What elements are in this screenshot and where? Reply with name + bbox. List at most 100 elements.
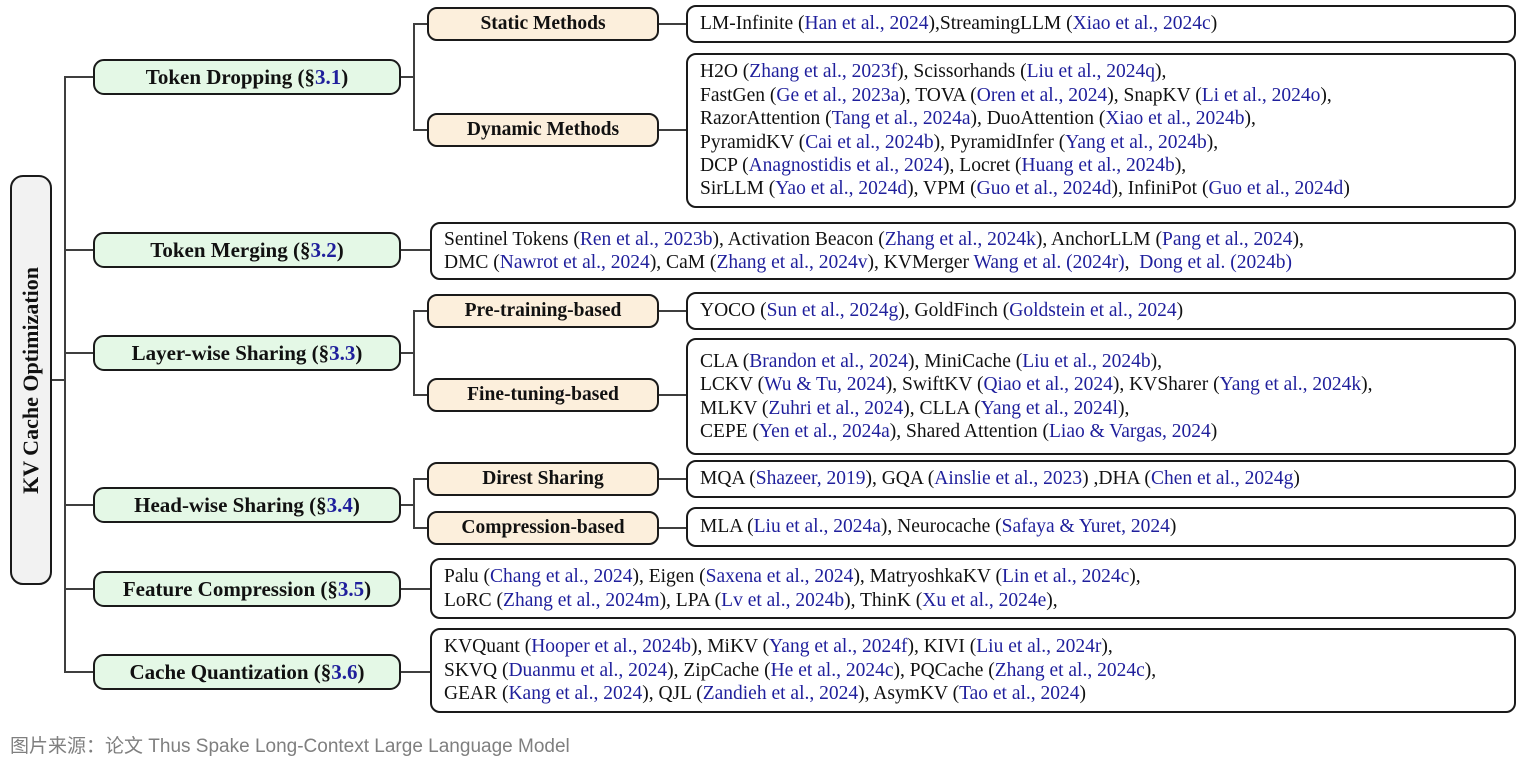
- connector-compression-leaf: [659, 527, 686, 529]
- connector-hs-compression: [413, 527, 427, 529]
- citation: Anagnostidis et al., 2024: [748, 154, 944, 176]
- leaf-box-direst-sharing: MQA (Shazeer, 2019), GQA (Ainslie et al.…: [686, 460, 1516, 498]
- citation: Zhang et al., 2024c: [994, 659, 1145, 681]
- subcategory-label: Fine-tuning-based: [467, 384, 619, 405]
- branch-box-token-dropping: Token Dropping (§ 3.1): [93, 59, 401, 95]
- section-number: 3.5: [337, 576, 365, 601]
- connector-branch-2: [64, 249, 93, 251]
- connector-branch-1: [64, 76, 93, 78]
- connector-direst-leaf: [659, 478, 686, 480]
- branch-label: Layer-wise Sharing (§: [131, 340, 330, 365]
- branch-box-feature-compression: Feature Compression (§ 3.5): [93, 571, 401, 607]
- section-number: 3.6: [331, 659, 358, 684]
- leaf-text-line: Palu (Chang et al., 2024), Eigen (Saxena…: [444, 566, 1141, 588]
- leaf-text-line: H2O (Zhang et al., 2023f), Scissorhands …: [700, 61, 1167, 83]
- branch-box-head-wise-sharing: Head-wise Sharing (§ 3.4): [93, 487, 401, 523]
- connector-hs-out: [401, 504, 415, 506]
- citation: Liao & Vargas, 2024: [1048, 420, 1211, 442]
- leaf-text-line: LM-Infinite (Han et al., 2024),Streaming…: [700, 13, 1218, 35]
- connector-branch-4: [64, 504, 93, 506]
- citation: Han et al., 2024: [804, 13, 929, 35]
- leaf-text-line: LoRC (Zhang et al., 2024m), LPA (Lv et a…: [444, 589, 1058, 611]
- branch-label-suffix: ): [352, 492, 360, 517]
- leaf-box-pre-training-based: YOCO (Sun et al., 2024g), GoldFinch (Gol…: [686, 292, 1516, 330]
- citation: Safaya & Yuret, 2024: [1001, 516, 1170, 538]
- leaf-box-cache-quantization: KVQuant (Hooper et al., 2024b), MiKV (Ya…: [430, 628, 1516, 713]
- citation: Qiao et al., 2024: [983, 374, 1113, 396]
- branch-label: Head-wise Sharing (§: [134, 492, 327, 517]
- leaf-box-feature-compression: Palu (Chang et al., 2024), Eigen (Saxena…: [430, 558, 1516, 619]
- leaf-text-line: SirLLM (Yao et al., 2024d), VPM (Guo et …: [700, 178, 1350, 200]
- branch-label-suffix: ): [364, 576, 372, 601]
- leaf-text-line: GEAR (Kang et al., 2024), QJL (Zandieh e…: [444, 683, 1087, 705]
- citation: Li et al., 2024o: [1201, 84, 1321, 106]
- section-number: 3.3: [329, 340, 356, 365]
- citation: Chang et al., 2024: [490, 566, 633, 588]
- citation: Liu et al., 2024b: [1022, 350, 1151, 372]
- subcategory-box-pre-training-based: Pre-training-based: [427, 294, 659, 328]
- citation: Zhang et al., 2023f: [749, 61, 898, 83]
- citation: He et al., 2024c: [770, 659, 894, 681]
- leaf-text-line: KVQuant (Hooper et al., 2024b), MiKV (Ya…: [444, 636, 1113, 658]
- citation: Guo et al., 2024d: [976, 178, 1112, 200]
- leaf-text-line: DMC (Nawrot et al., 2024), CaM (Zhang et…: [444, 252, 1292, 273]
- citation: Cai et al., 2024b: [805, 131, 934, 153]
- connector-dynamic-leaf: [659, 129, 686, 131]
- citation: Saxena et al., 2024: [705, 566, 854, 588]
- citation: Liu et al., 2024r: [976, 636, 1102, 658]
- leaf-text-line: MLA (Liu et al., 2024a), Neurocache (Saf…: [700, 516, 1177, 538]
- connector-branch-6: [64, 671, 93, 673]
- connector-td-static: [413, 23, 427, 25]
- connector-tm-leaf: [401, 249, 430, 251]
- leaf-text-line: CEPE (Yen et al., 2024a), Shared Attenti…: [700, 420, 1218, 442]
- connector-ls-vertical: [413, 310, 415, 396]
- subcategory-label: Dynamic Methods: [466, 119, 620, 140]
- connector-hs-direst: [413, 478, 427, 480]
- connector-branch-3: [64, 352, 93, 354]
- subcategory-label: Static Methods: [480, 13, 606, 34]
- leaf-text-line: SKVQ (Duanmu et al., 2024), ZipCache (He…: [444, 659, 1157, 681]
- connector-static-leaf: [659, 23, 686, 25]
- citation: Yang et al., 2024f: [769, 636, 908, 658]
- connector-hs-vertical: [413, 478, 415, 529]
- citation: Tao et al., 2024: [959, 683, 1080, 705]
- citation: Zhang et al., 2024k: [884, 228, 1036, 250]
- branch-label: Feature Compression (§: [122, 576, 338, 601]
- leaf-text-line: CLA (Brandon et al., 2024), MiniCache (L…: [700, 350, 1162, 372]
- root-label: KV Cache Optimization: [18, 266, 43, 494]
- citation: Xiao et al., 2024c: [1072, 13, 1211, 35]
- subcategory-box-fine-tuning-based: Fine-tuning-based: [427, 378, 659, 412]
- branch-label: Cache Quantization (§: [129, 659, 332, 684]
- citation: Chen et al., 2024g: [1150, 468, 1294, 490]
- subcategory-box-compression-based: Compression-based: [427, 511, 659, 545]
- citation: Zhang et al., 2024v: [716, 252, 868, 273]
- citation: Tang et al., 2024a: [831, 108, 971, 130]
- citation: Duanmu et al., 2024: [508, 659, 668, 681]
- leaf-box-static-methods: LM-Infinite (Han et al., 2024),Streaming…: [686, 5, 1516, 43]
- section-number: 3.2: [310, 237, 337, 262]
- leaf-text-line: PyramidKV (Cai et al., 2024b), PyramidIn…: [700, 131, 1219, 153]
- citation: Liu et al., 2024a: [753, 516, 881, 538]
- image-source-caption: 图片来源：论文 Thus Spake Long-Context Large La…: [10, 736, 570, 757]
- subcategory-box-static-methods: Static Methods: [427, 7, 659, 41]
- branch-box-token-merging: Token Merging (§ 3.2): [93, 232, 401, 268]
- branch-label-suffix: ): [355, 340, 363, 365]
- citation: Sun et al., 2024g: [766, 300, 899, 322]
- leaf-text-line: MQA (Shazeer, 2019), GQA (Ainslie et al.…: [700, 468, 1300, 490]
- leaf-box-compression-based: MLA (Liu et al., 2024a), Neurocache (Saf…: [686, 507, 1516, 547]
- citation: Zhang et al., 2024m: [503, 589, 660, 611]
- citation: Wang et al. (2024r): [973, 252, 1125, 273]
- root-node-kv-cache-optimization: KV Cache Optimization: [10, 175, 52, 585]
- leaf-text-line: RazorAttention (Tang et al., 2024a), Duo…: [700, 108, 1256, 130]
- section-number: 3.4: [326, 492, 353, 517]
- citation: Wu & Tu, 2024: [764, 374, 886, 396]
- connector-branch-5: [64, 588, 93, 590]
- connector-cq-leaf: [401, 671, 430, 673]
- subcategory-label: Compression-based: [461, 517, 625, 538]
- citation: Pang et al., 2024: [1162, 228, 1293, 250]
- leaf-box-dynamic-methods: H2O (Zhang et al., 2023f), Scissorhands …: [686, 53, 1516, 208]
- branch-label: Token Dropping (§: [145, 64, 315, 89]
- leaf-text-line: MLKV (Zuhri et al., 2024), CLLA (Yang et…: [700, 397, 1130, 419]
- citation: Lin et al., 2024c: [1002, 566, 1130, 588]
- connector-ls-finetune: [413, 394, 427, 396]
